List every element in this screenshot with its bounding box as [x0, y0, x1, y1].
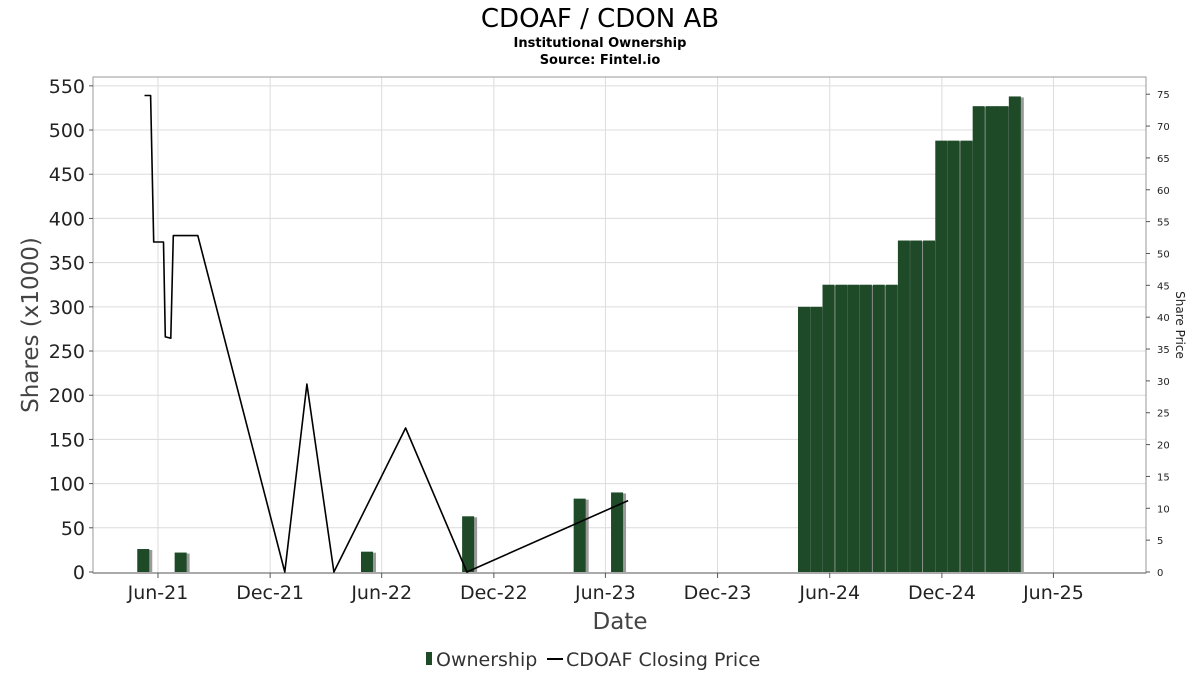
x-tick-label: Jun-23: [574, 582, 636, 604]
y-tick-label: 150: [49, 429, 85, 451]
x-tick-label: Jun-22: [350, 582, 412, 604]
ownership-bar: [859, 284, 872, 572]
y-tick-label: 300: [49, 297, 85, 319]
ownership-bar: [174, 552, 187, 572]
y2-tick-label: 55: [1157, 218, 1170, 229]
price-line-group: [144, 94, 629, 573]
y2-tick-label: 45: [1157, 281, 1170, 292]
ownership-bar: [996, 106, 1009, 572]
y-axis-label: Shares (x1000): [18, 237, 44, 413]
ownership-bar: [611, 492, 624, 572]
ownership-bars: [137, 96, 1024, 573]
y-tick-label: 500: [49, 120, 85, 142]
y-tick-label: 550: [49, 76, 85, 98]
y2-tick-label: 20: [1157, 441, 1170, 452]
ownership-bar: [573, 498, 586, 572]
y2-tick-label: 15: [1157, 472, 1170, 483]
ownership-bar: [947, 140, 960, 572]
y2-tick-label: 10: [1157, 504, 1170, 515]
y2-tick-label: 0: [1157, 568, 1163, 579]
y2-tick-label: 60: [1157, 186, 1170, 197]
ownership-bar: [972, 106, 985, 572]
ownership-bar: [985, 106, 998, 572]
legend: Ownership CDOAF Closing Price: [426, 649, 760, 671]
ownership-bar: [462, 516, 475, 572]
x-tick-label: Dec-24: [908, 582, 976, 604]
y2-tick-label: 50: [1157, 249, 1170, 260]
y2-axis-label: Share Price: [1173, 291, 1187, 359]
x-tick-label: Dec-21: [236, 582, 304, 604]
legend-ownership-label: Ownership: [436, 649, 537, 671]
y2-tick-label: 75: [1157, 90, 1170, 101]
y-tick-label: 200: [49, 385, 85, 407]
legend-ownership-swatch: [426, 652, 432, 665]
x-tick-label: Dec-22: [460, 582, 528, 604]
y2-tick-label: 40: [1157, 313, 1170, 324]
y-tick-label: 250: [49, 341, 85, 363]
y-tick-label: 450: [49, 164, 85, 186]
ownership-bar: [810, 306, 823, 572]
ownership-bar: [897, 240, 910, 572]
right-axis-ticks: 0 5 10 15 20 25 30 35 40 45 50 55 60 65 70 75: [1146, 90, 1170, 579]
x-axis-label: Date: [593, 609, 648, 635]
y-tick-label: 0: [73, 562, 85, 584]
y-tick-label: 100: [49, 474, 85, 496]
x-axis-ticks: Jun-21 Dec-21 Jun-22 Dec-22 Jun-23 Dec-23 Jun-…: [127, 573, 1084, 604]
ownership-bar: [910, 240, 923, 572]
chart-subtitle: Institutional Ownership: [514, 36, 687, 51]
chart-title: CDOAF / CDON AB: [481, 4, 719, 34]
y2-tick-label: 70: [1157, 122, 1170, 133]
x-tick-label: Jun-21: [127, 582, 189, 604]
y2-tick-label: 30: [1157, 377, 1170, 388]
y2-tick-label: 5: [1157, 536, 1163, 547]
ownership-bar: [885, 284, 898, 572]
y-tick-label: 50: [61, 518, 85, 540]
x-tick-label: Jun-24: [798, 582, 860, 604]
y-tick-label: 350: [49, 253, 85, 275]
y-tick-label: 400: [49, 208, 85, 230]
y2-tick-label: 25: [1157, 409, 1170, 420]
ownership-bar: [960, 140, 973, 572]
ownership-bar: [847, 284, 860, 572]
price-line: [144, 94, 629, 573]
ownership-bar: [137, 549, 150, 572]
left-axis-ticks: 0 50 100 150 200 250 300 350 400 450 500 550: [49, 76, 93, 584]
ownership-bar: [822, 284, 835, 572]
ownership-bar: [1008, 96, 1021, 573]
x-tick-label: Dec-23: [684, 582, 752, 604]
ownership-bar: [872, 284, 885, 572]
ownership-bar: [935, 140, 948, 572]
x-tick-label: Jun-25: [1022, 582, 1084, 604]
ownership-bar: [923, 240, 936, 572]
y2-tick-label: 35: [1157, 345, 1170, 356]
y2-tick-label: 65: [1157, 154, 1170, 165]
ownership-bar: [360, 551, 373, 572]
chart-source: Source: Fintel.io: [540, 53, 661, 68]
legend-price-label: CDOAF Closing Price: [566, 649, 760, 671]
ownership-bar: [797, 306, 810, 572]
ownership-bar: [835, 284, 848, 572]
